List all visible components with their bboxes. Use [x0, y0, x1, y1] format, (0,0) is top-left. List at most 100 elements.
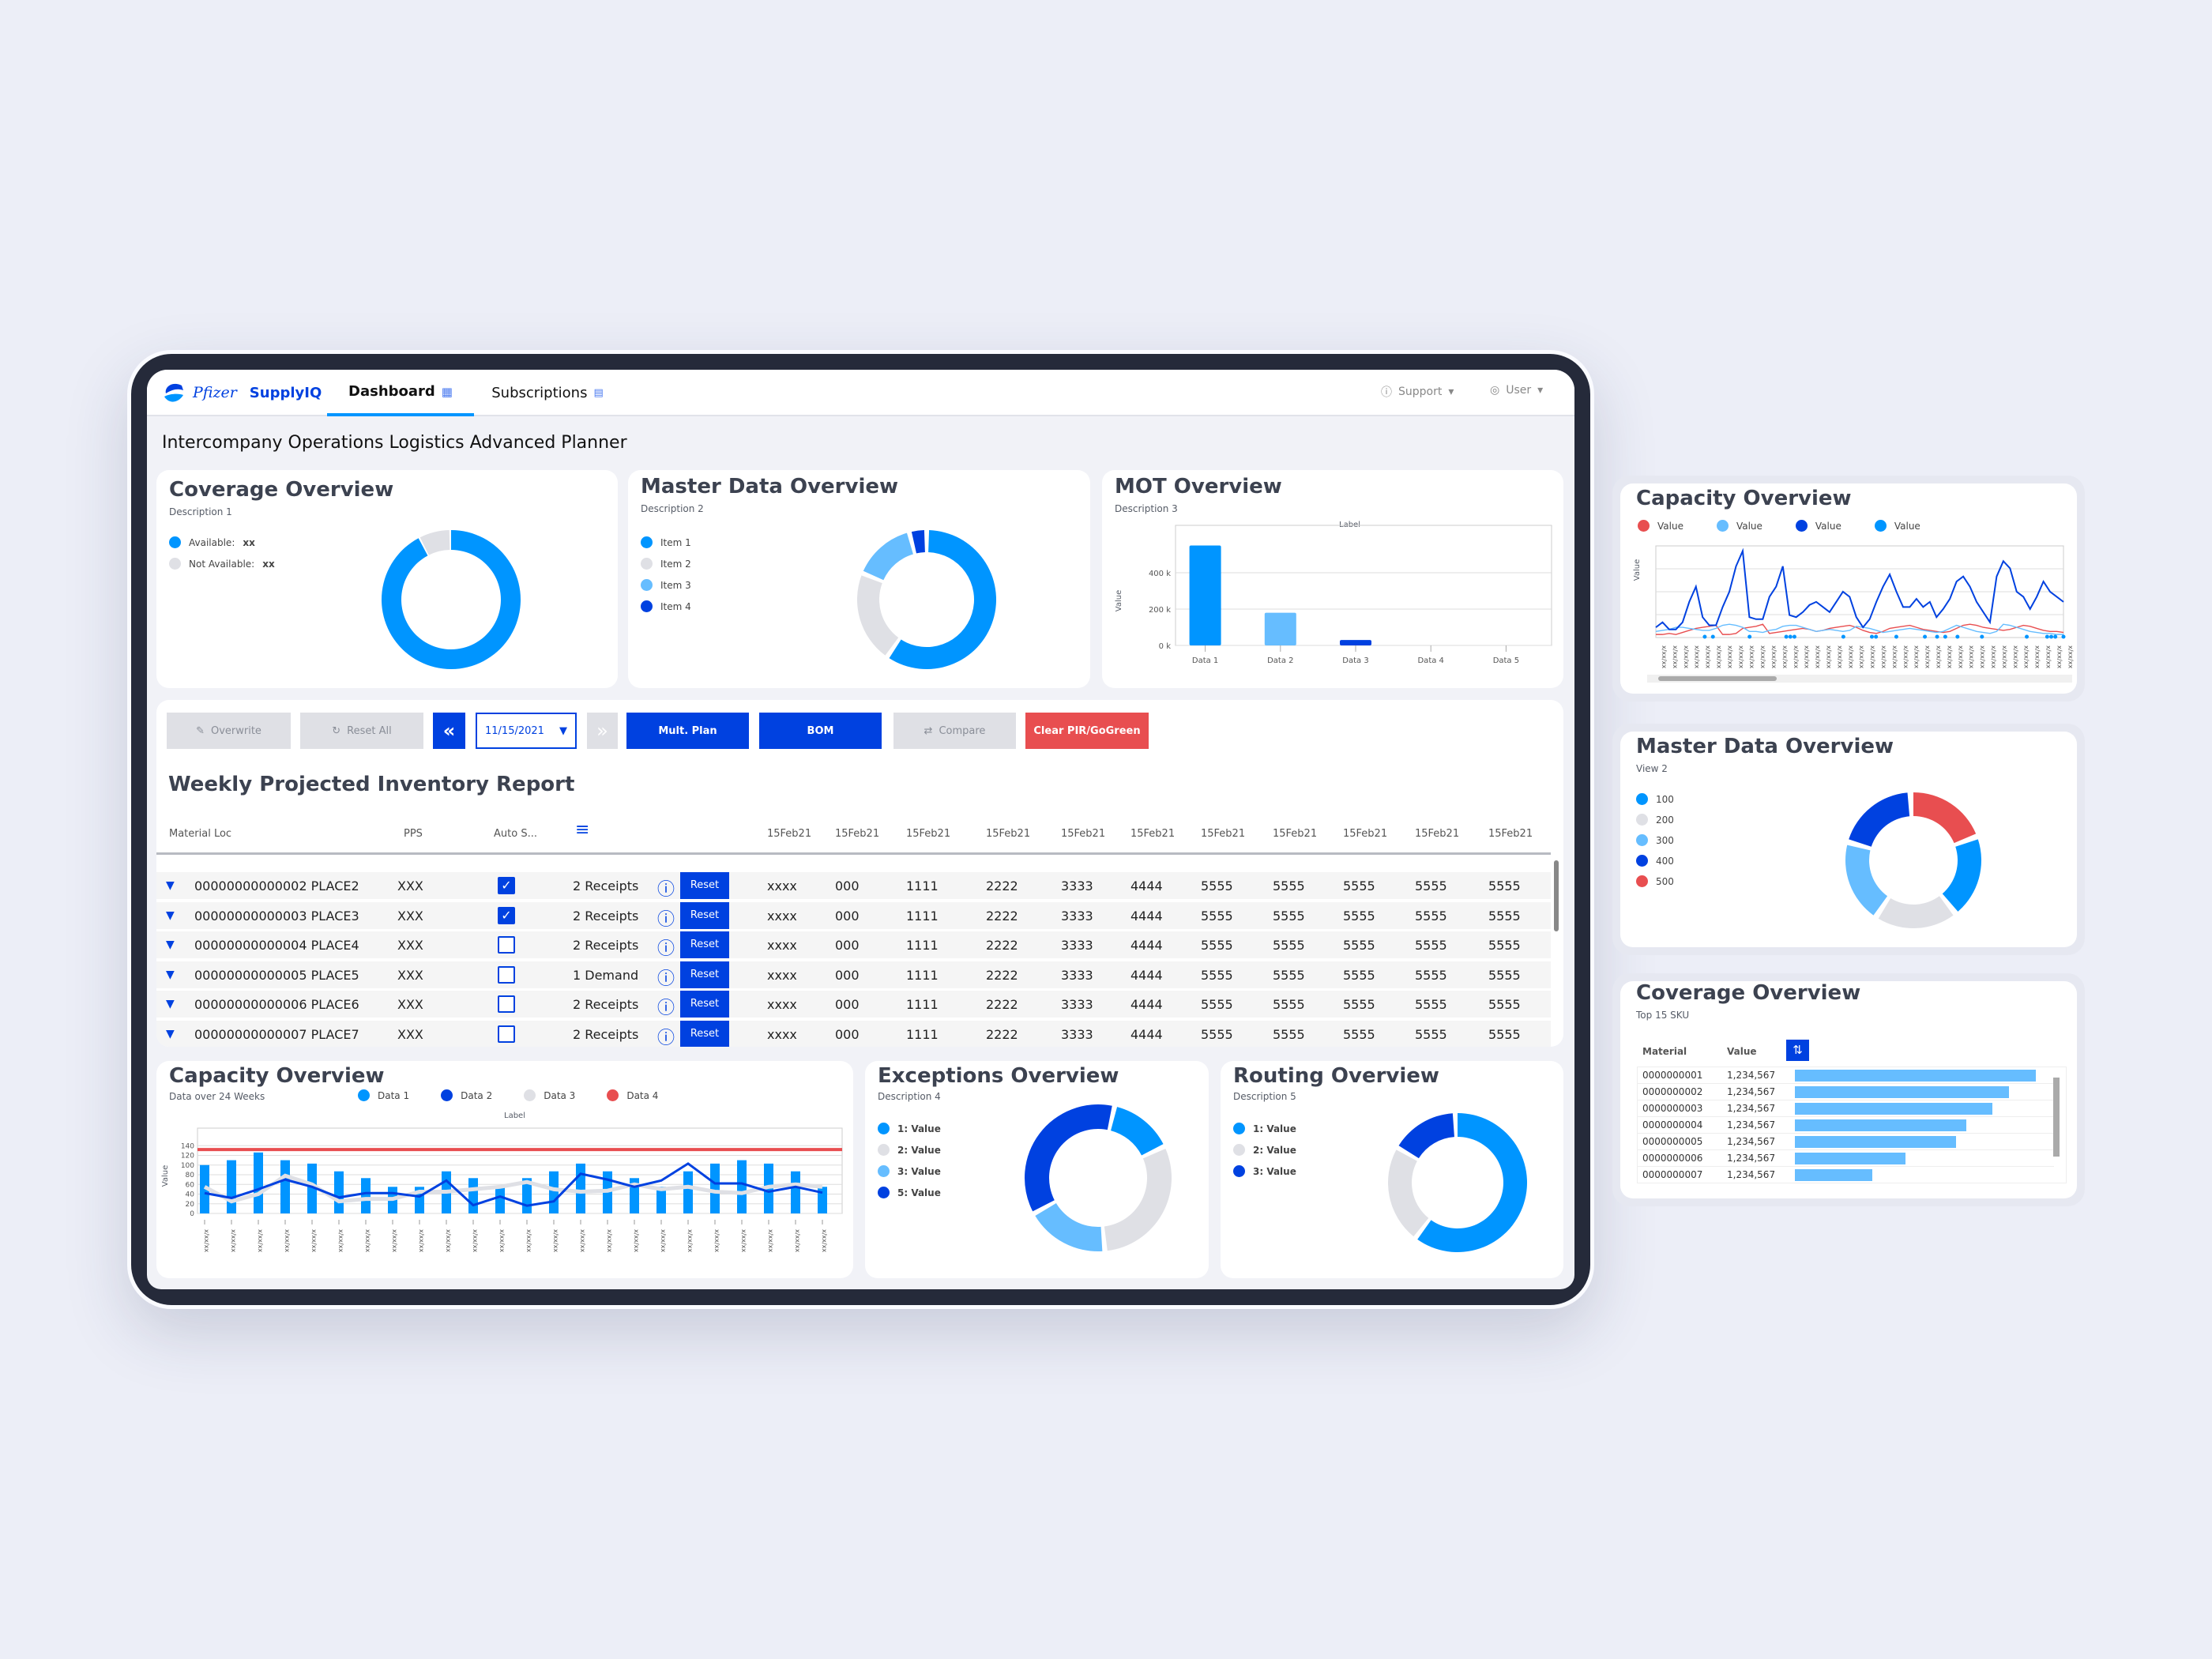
legend-item: 1: Value [878, 1123, 941, 1134]
refresh-icon: ↻ [332, 724, 341, 737]
period-value: 3333 [1061, 938, 1093, 953]
column-header-date[interactable]: 15Feb21 [986, 828, 1031, 840]
data-point [1841, 634, 1845, 639]
sort-button[interactable]: ⇅ [1786, 1040, 1809, 1061]
column-header-material[interactable]: Material [1642, 1046, 1687, 1057]
table-row[interactable]: ▼ 00000000000003 PLACE3 XXX ✓ 2 Receipts ⓘ Res… [156, 901, 1551, 930]
clear-pir-gogreen-button[interactable]: Clear PIR/GoGreen [1025, 713, 1149, 749]
period-value: 5555 [1201, 878, 1233, 893]
reset-row-button[interactable]: Reset [680, 901, 729, 929]
x-tick-label: x/xx/xx [203, 1229, 210, 1252]
info-icon[interactable]: ⓘ [657, 939, 675, 959]
expand-caret-icon[interactable]: ▼ [166, 939, 175, 951]
table-row[interactable]: ▼ 00000000000006 PLACE6 XXX 2 Receipts ⓘ Rese… [156, 991, 1551, 1018]
auto-checkbox[interactable]: ✓ [498, 906, 515, 924]
card-description: View 2 [1636, 763, 1668, 774]
table-row[interactable]: ▼ 00000000000007 PLACE7 XXX 2 Receipts ⓘ Rese… [156, 1020, 1551, 1048]
column-header-date[interactable]: 15Feb21 [1273, 828, 1318, 840]
auto-checkbox[interactable] [498, 965, 515, 984]
period-value: 000 [835, 938, 860, 953]
reset-all-button[interactable]: ↻ Reset All [300, 713, 423, 749]
column-header-date[interactable]: 15Feb21 [1130, 828, 1176, 840]
card-title: Master Data Overview [641, 475, 899, 498]
x-tick-label: x/xx/xx [391, 1229, 398, 1252]
info-icon[interactable]: ⓘ [657, 1028, 675, 1048]
previous-date-button[interactable]: « [433, 713, 465, 749]
material-loc: 00000000000007 PLACE7 [194, 1026, 359, 1042]
support-menu[interactable]: ⓘ Support ▾ [1381, 384, 1454, 400]
side-coverage-card: Coverage Overview Top 15 SKU Material Va… [1612, 973, 2085, 1206]
material-cell: 0000000001 [1642, 1070, 1703, 1081]
x-tick-label: x/xx/xx [1683, 645, 1690, 668]
data-point [1923, 634, 1928, 639]
column-header-date[interactable]: 15Feb21 [767, 828, 812, 840]
horizontal-scrollbar-track[interactable] [1647, 675, 2072, 683]
expand-caret-icon[interactable]: ▼ [166, 908, 175, 922]
overwrite-button[interactable]: ✎ Overwrite [167, 713, 291, 749]
reset-row-button[interactable]: Reset [680, 961, 729, 988]
legend-label: Data 2 [461, 1089, 493, 1101]
column-header-date[interactable]: 15Feb21 [1343, 828, 1388, 840]
expand-caret-icon[interactable]: ▼ [166, 1027, 175, 1040]
table-scrollbar[interactable] [1554, 860, 1559, 931]
data-point [1955, 634, 1960, 639]
legend-item: Item 3 [641, 579, 691, 591]
column-header-date[interactable]: 15Feb21 [1061, 828, 1106, 840]
column-header-material[interactable]: Material Loc [169, 828, 232, 840]
column-header-date[interactable]: 15Feb21 [835, 828, 880, 840]
donut-segment [857, 575, 899, 656]
column-header-date[interactable]: 15Feb21 [1201, 828, 1246, 840]
compare-button[interactable]: ⇄ Compare [893, 713, 1016, 749]
column-header-date[interactable]: 15Feb21 [1488, 828, 1533, 840]
tab-subscriptions[interactable]: Subscriptions ▤ [474, 370, 621, 416]
filter-icon[interactable]: ≡ [575, 820, 590, 840]
vertical-scrollbar[interactable] [2053, 1078, 2060, 1157]
info-icon[interactable]: ⓘ [657, 999, 675, 1018]
legend-label: Value [1736, 520, 1762, 532]
column-header-date[interactable]: 15Feb21 [1415, 828, 1460, 840]
expand-caret-icon[interactable]: ▼ [166, 879, 175, 892]
horizontal-scrollbar-thumb[interactable] [1658, 676, 1777, 681]
grid-icon: ▦ [441, 384, 453, 399]
table-row[interactable]: ▼ 00000000000004 PLACE4 XXX 2 Receipts ⓘ Rese… [156, 931, 1551, 959]
top-nav: Pfizer SupplyIQ Dashboard ▦ Subscription… [147, 370, 1574, 416]
summary-text: 2 Receipts [573, 878, 639, 893]
user-menu[interactable]: ◎ User ▾ [1490, 384, 1543, 397]
auto-checkbox[interactable] [498, 995, 515, 1013]
material-cell: 0000000007 [1642, 1169, 1703, 1180]
date-select[interactable]: 11/15/2021 ▼ [476, 713, 577, 749]
column-header-date[interactable]: 15Feb21 [906, 828, 951, 840]
column-header-pps[interactable]: PPS [404, 828, 423, 840]
expand-caret-icon[interactable]: ▼ [166, 998, 175, 1010]
info-icon[interactable]: ⓘ [657, 909, 675, 930]
info-icon[interactable]: ⓘ [657, 880, 675, 900]
tab-dashboard[interactable]: Dashboard ▦ [327, 370, 474, 416]
auto-checkbox[interactable] [498, 1025, 515, 1043]
period-value: 5555 [1343, 967, 1375, 983]
table-row[interactable]: ▼ 00000000000005 PLACE5 XXX 1 Demand ⓘ Reset x… [156, 961, 1551, 989]
card-title: Capacity Overview [169, 1064, 385, 1088]
expand-caret-icon[interactable]: ▼ [166, 968, 175, 981]
info-icon[interactable]: ⓘ [657, 969, 675, 989]
side-capacity-card: Capacity Overview Value Value Value Valu… [1612, 476, 2085, 702]
mult-plan-button[interactable]: Mult. Plan [626, 713, 749, 749]
chart-label: Label [504, 1112, 525, 1120]
material-loc: 00000000000004 PLACE4 [194, 938, 359, 953]
column-header-auto[interactable]: Auto S... [494, 828, 537, 840]
logo[interactable]: Pfizer SupplyIQ [163, 381, 322, 404]
reset-row-button[interactable]: Reset [680, 1020, 729, 1047]
table-row[interactable]: ▼ 00000000000002 PLACE2 XXX ✓ 2 Receipts ⓘ Res… [156, 872, 1551, 900]
column-header-value[interactable]: Value [1727, 1046, 1757, 1057]
period-value: 4444 [1130, 878, 1163, 893]
auto-checkbox[interactable] [498, 936, 515, 954]
card-body: Capacity Overview Value Value Value Valu… [1620, 483, 2077, 694]
legend-label: Value [1894, 520, 1920, 532]
bom-button[interactable]: BOM [759, 713, 882, 749]
reset-row-button[interactable]: Reset [680, 872, 729, 899]
next-date-button[interactable]: » [587, 713, 618, 749]
reset-row-button[interactable]: Reset [680, 931, 729, 958]
routing-donut-chart [1388, 1113, 1527, 1252]
auto-checkbox[interactable]: ✓ [498, 877, 515, 894]
reset-row-button[interactable]: Reset [680, 991, 729, 1018]
x-tick-label: x/xx/xx [1880, 645, 1887, 668]
